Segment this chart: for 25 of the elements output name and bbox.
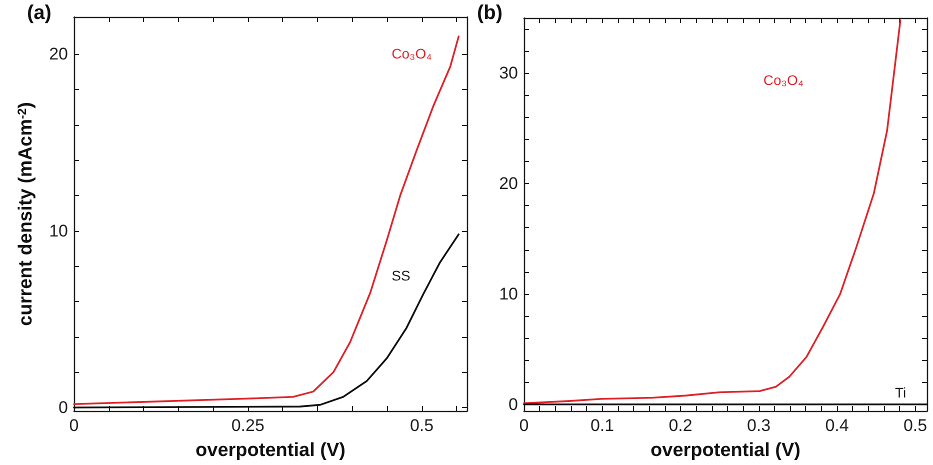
chart-title: (b): [477, 2, 503, 24]
y-tick-label: 20: [499, 174, 518, 194]
x-tick-label: 0.5: [903, 416, 928, 435]
y-tick-label: 30: [499, 64, 518, 83]
y-tick-label: 20: [49, 44, 68, 64]
x-axis-title: overpotential (V): [196, 440, 346, 461]
y-tick-label: 10: [499, 284, 518, 304]
y-tick-label: 0: [58, 398, 68, 417]
series-label: SS: [392, 267, 410, 284]
text: Co₃O₄: [763, 72, 804, 88]
x-tick-label: 0.4: [825, 416, 849, 435]
x-tick-label: 0.2: [668, 416, 692, 435]
chart-title: (a): [27, 2, 52, 24]
y-axis-title: current density (mAcm-2): [15, 102, 36, 326]
y-tick-label: 10: [49, 221, 68, 240]
x-axis-title: overpotential (V): [650, 440, 800, 461]
y-tick-label: 0: [508, 394, 518, 414]
line-series: [73, 233, 460, 408]
series-label: Co₃O₄: [392, 45, 432, 62]
x-tick-label: 0.3: [746, 416, 771, 435]
x-tick-label: 0.5: [410, 416, 434, 435]
x-tick-label: 0.25: [231, 416, 264, 435]
line-series: [73, 36, 460, 406]
x-tick-label: 0.1: [590, 416, 614, 435]
series-label: Ti: [895, 384, 906, 400]
